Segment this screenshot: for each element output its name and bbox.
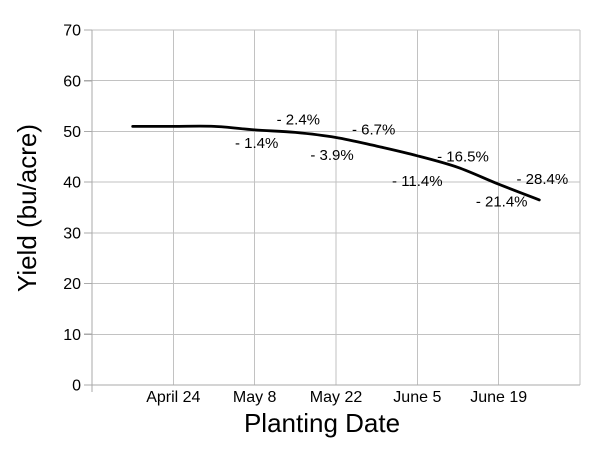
y-tick-label: 70 xyxy=(63,23,81,40)
y-tick-label: 10 xyxy=(63,327,81,344)
x-axis-title: Planting Date xyxy=(243,408,401,438)
annotation-label: - 21.4% xyxy=(476,193,528,210)
y-tick-label: 0 xyxy=(72,378,81,395)
annotation-label: - 28.4% xyxy=(516,171,568,188)
annotation-label: - 2.4% xyxy=(277,112,320,129)
annotation-label: - 1.4% xyxy=(235,135,278,152)
annotation-label: - 16.5% xyxy=(437,149,489,166)
y-tick-label: 30 xyxy=(63,225,81,242)
annotation-label: - 6.7% xyxy=(352,121,395,138)
y-tick-label: 60 xyxy=(63,73,81,90)
y-axis-title: Yield (bu/acre) xyxy=(12,123,42,293)
x-tick-label: June 5 xyxy=(393,389,441,406)
y-tick-label: 40 xyxy=(63,175,81,192)
y-tick-label: 50 xyxy=(63,124,81,141)
annotation-label: - 11.4% xyxy=(392,173,443,190)
gridlines xyxy=(92,29,581,385)
y-tick-label: 20 xyxy=(63,276,81,293)
x-tick-label: May 8 xyxy=(233,389,277,406)
tick-labels: 0 10 20 30 40 50 60 70 April 24 May 8 May 22 June 5… xyxy=(63,23,527,406)
annotations: - 1.4% - 2.4% - 3.9% - 6.7% - 11.4% - 16.5% - … xyxy=(235,112,568,211)
annotation-label: - 3.9% xyxy=(310,147,353,164)
yield-line xyxy=(131,124,541,202)
x-tick-label: June 19 xyxy=(470,389,527,406)
x-tick-label: May 22 xyxy=(310,389,363,406)
axes xyxy=(84,29,580,392)
x-tick-label: April 24 xyxy=(146,389,200,406)
